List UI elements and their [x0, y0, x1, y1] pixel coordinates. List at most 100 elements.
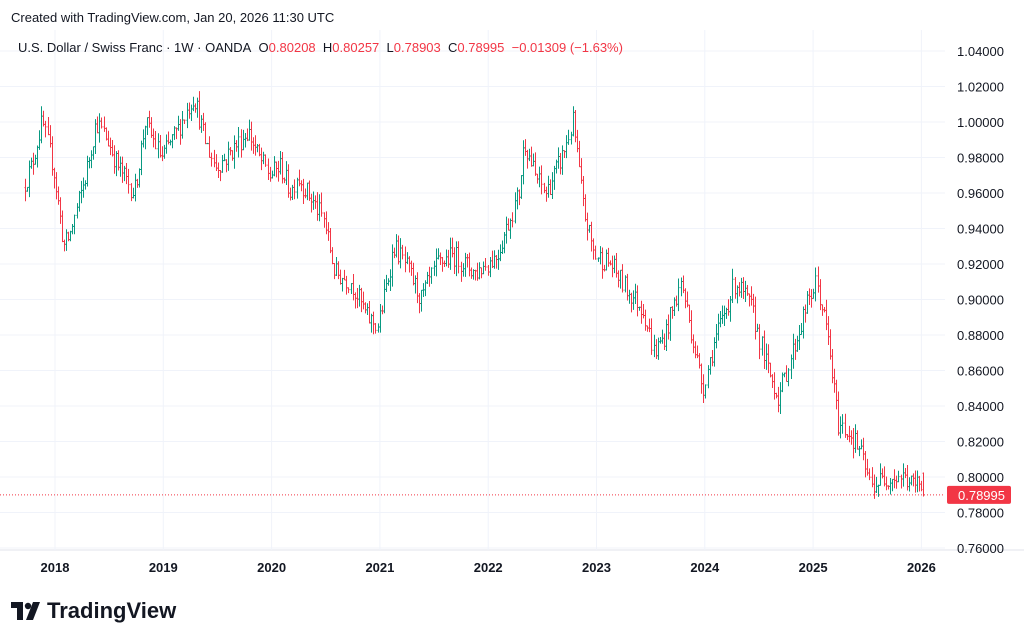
- ohlc-bar: [430, 267, 433, 284]
- ohlc-bar: [350, 283, 353, 294]
- ohlc-bar: [794, 338, 797, 360]
- ohlc-bar: [61, 210, 64, 243]
- ohlc-bar: [831, 349, 834, 384]
- ohlc-bar: [125, 162, 128, 185]
- ohlc-bar: [289, 187, 292, 201]
- ohlc-bar: [152, 128, 155, 148]
- ohlc-bar: [632, 290, 635, 310]
- ohlc-bar: [588, 224, 591, 233]
- ohlc-bar: [435, 248, 438, 277]
- ohlc-bar: [443, 260, 446, 268]
- ohlc-bar: [912, 473, 915, 487]
- ohlc-bar: [572, 106, 575, 137]
- ohlc-bar: [312, 191, 315, 210]
- ohlc-bar: [316, 192, 319, 221]
- ohlc-bar: [26, 186, 29, 192]
- ohlc-bar: [854, 424, 857, 453]
- ohlc-bar: [341, 277, 344, 292]
- ohlc-bar: [460, 261, 463, 282]
- ohlc-bar: [719, 311, 722, 328]
- ohlc-bar: [67, 231, 70, 242]
- ohlc-bar: [619, 269, 622, 289]
- x-tick-label: 2026: [907, 560, 936, 575]
- ohlc-bar: [684, 288, 687, 309]
- ohlc-bar: [893, 469, 896, 489]
- ohlc-bar: [549, 179, 552, 195]
- ohlc-bar: [71, 223, 74, 235]
- ohlc-bar: [457, 241, 460, 274]
- ohlc-bar: [561, 145, 564, 175]
- ohlc-bar: [159, 134, 162, 158]
- ohlc-bar: [208, 136, 211, 158]
- ohlc-bar: [715, 323, 718, 349]
- ohlc-bar: [399, 238, 402, 269]
- ohlc-bar: [391, 244, 394, 287]
- symbol-legend: U.S. Dollar / Swiss Franc · 1W · OANDA O…: [18, 40, 623, 55]
- ohlc-bar: [337, 261, 340, 280]
- ohlc-bar: [281, 152, 284, 184]
- ohlc-bar: [424, 280, 427, 297]
- ohlc-bar: [881, 468, 884, 479]
- ohlc-bar: [273, 156, 276, 177]
- ohlc-bar: [260, 147, 263, 171]
- ohlc-bar: [138, 168, 141, 188]
- ohlc-bar: [242, 129, 245, 151]
- ohlc-bar: [24, 178, 27, 202]
- ohlc-bar: [381, 305, 384, 315]
- ohlc-bar: [698, 353, 701, 369]
- ohlc-bar: [846, 433, 849, 441]
- ohlc-bar: [808, 288, 811, 306]
- ohlc-bar: [92, 146, 95, 160]
- high-label: H: [322, 40, 333, 55]
- y-tick-label: 0.82000: [957, 435, 1004, 450]
- ohlc-bar: [576, 129, 579, 153]
- tradingview-logo[interactable]: TradingView: [11, 598, 176, 624]
- ohlc-bar: [256, 144, 259, 153]
- ohlc-bar: [671, 306, 674, 319]
- ohlc-bar: [362, 291, 365, 310]
- ohlc-bar: [366, 303, 369, 316]
- ohlc-bar: [370, 313, 373, 333]
- ohlc-bar: [501, 240, 504, 255]
- ohlc-bar: [379, 304, 382, 333]
- ohlc-bar: [360, 287, 363, 313]
- ohlc-bar: [696, 345, 699, 359]
- ohlc-bar: [677, 278, 680, 312]
- ohlc-bar: [96, 116, 99, 134]
- ohlc-bar: [123, 165, 126, 182]
- ohlc-bar: [476, 262, 479, 281]
- ohlc-bar: [183, 119, 186, 125]
- ohlc-bar: [584, 194, 587, 222]
- ohlc-bar: [736, 285, 739, 304]
- ohlc-bar: [638, 306, 641, 311]
- x-tick-label: 2020: [257, 560, 286, 575]
- ohlc-bar: [374, 322, 377, 334]
- ohlc-bar: [767, 344, 770, 374]
- ohlc-bar: [406, 252, 409, 265]
- ohlc-bar: [445, 249, 448, 267]
- ohlc-bar: [416, 272, 419, 304]
- ohlc-bar: [597, 257, 600, 262]
- ohlc-bar: [603, 264, 606, 272]
- ohlc-bar: [702, 374, 705, 403]
- ohlc-bar: [771, 374, 774, 389]
- ohlc-bar: [555, 159, 558, 174]
- ohlc-bar: [754, 296, 757, 340]
- ohlc-bar: [395, 234, 398, 258]
- ohlc-bar: [132, 187, 135, 199]
- ohlc-bar: [107, 130, 110, 147]
- ohlc-bar: [636, 285, 639, 317]
- ohlc-bar: [287, 164, 290, 198]
- ohlc-bar: [763, 330, 766, 369]
- ohlc-bar: [296, 177, 299, 199]
- ohlc-bar: [640, 300, 643, 324]
- ohlc-bar: [783, 372, 786, 378]
- ohlc-bar: [173, 126, 176, 140]
- symbol-title[interactable]: U.S. Dollar / Swiss Franc · 1W · OANDA: [18, 40, 252, 55]
- ohlc-bar: [895, 475, 898, 489]
- ohlc-bar: [320, 192, 323, 217]
- ohlc-bar: [347, 287, 350, 294]
- ohlc-bar: [565, 135, 568, 159]
- ohlc-bar: [787, 368, 790, 387]
